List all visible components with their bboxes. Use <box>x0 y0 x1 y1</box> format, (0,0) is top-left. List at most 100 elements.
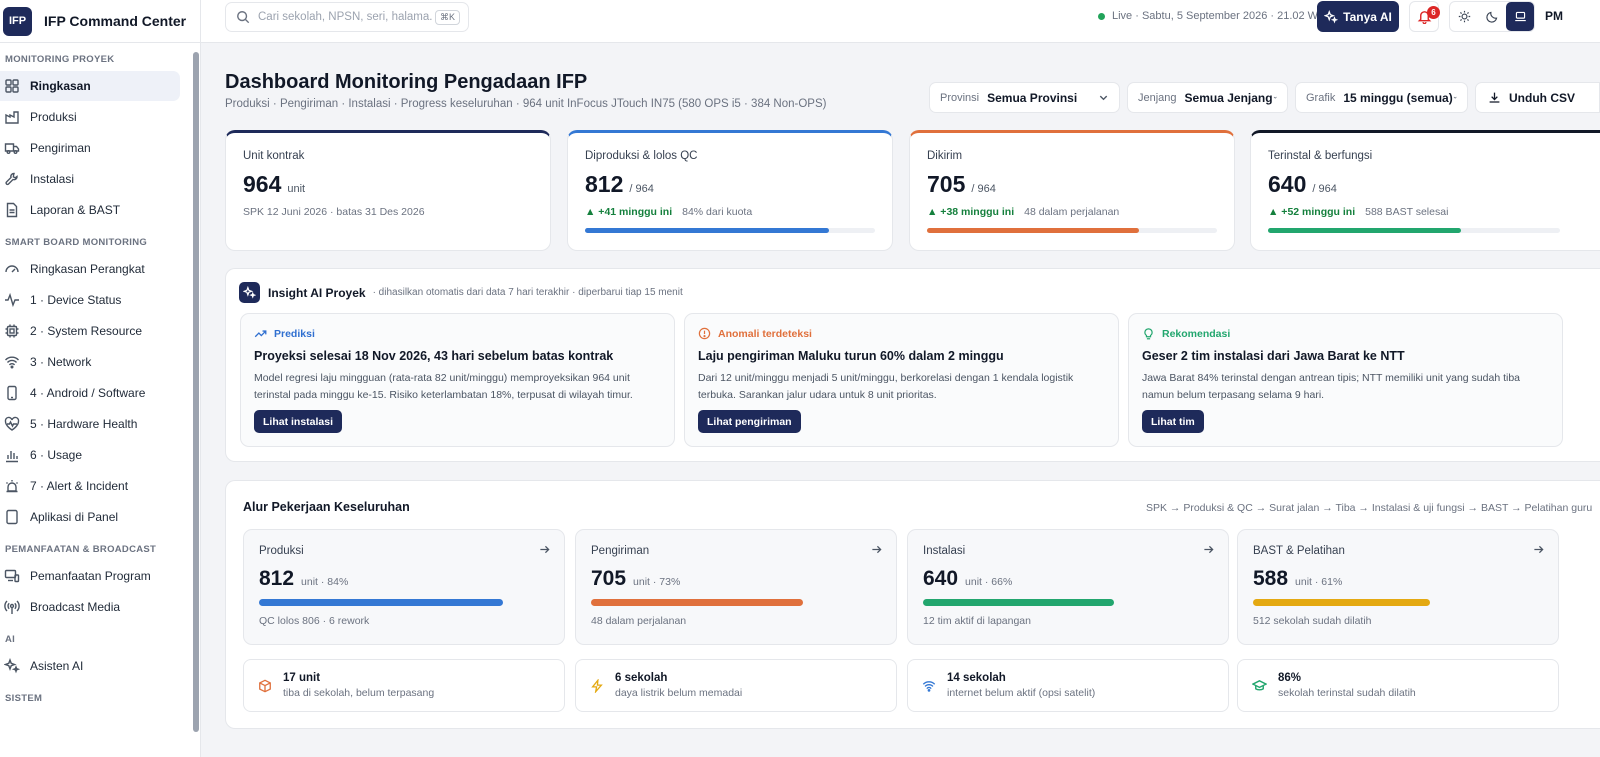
view-team-button[interactable]: Lihat tim <box>1142 410 1204 433</box>
truck-icon <box>4 143 20 154</box>
issue-card-pending-install[interactable]: 17 unit tiba di sekolah, belum terpasang <box>243 659 565 712</box>
sidebar-item-label: Instalasi <box>30 172 75 186</box>
download-csv-button[interactable]: Unduh CSV <box>1475 82 1600 113</box>
issue-title: 14 sekolah <box>947 672 1006 684</box>
sidebar-item-label: Asisten AI <box>30 659 84 673</box>
stage-note: QC lolos 806 · 6 rework <box>259 615 370 627</box>
search-input[interactable]: Cari sekolah, NPSN, seri, halama... ⌘K <box>225 2 469 32</box>
chart-range-label: Grafik <box>1306 91 1336 104</box>
kpi-unit: / 964 <box>629 183 654 195</box>
issue-card-power[interactable]: 6 sekolah daya listrik belum memadai <box>575 659 897 712</box>
live-status: Live · Sabtu, 5 September 2026 · 21.02 W… <box>1098 10 1328 22</box>
sparkles-icon <box>239 282 260 303</box>
avatar[interactable]: PM <box>1545 9 1563 23</box>
nav-section-ai: AI <box>5 633 16 645</box>
stage-card-installation[interactable]: Instalasi 640 unit · 66% 12 tim aktif di… <box>907 529 1229 645</box>
sidebar-item-label: 7 · Alert & Incident <box>30 479 129 493</box>
issue-subtitle: tiba di sekolah, belum terpasang <box>283 687 435 699</box>
insight-meta: · dihasilkan otomatis dari data 7 hari t… <box>372 287 683 298</box>
sidebar-item-android-software[interactable]: 4 · Android / Software <box>0 378 180 408</box>
ask-ai-button[interactable]: Tanya AI <box>1317 1 1399 32</box>
sidebar-item-asisten-ai[interactable]: Asisten AI <box>0 651 180 681</box>
sidebar-item-network[interactable]: 3 · Network <box>0 347 180 377</box>
issue-card-training[interactable]: 86% sekolah terinstal sudah dilatih <box>1237 659 1559 712</box>
workflow-flow: SPK → Produksi & QC → Surat jalan → Tiba… <box>1146 502 1593 514</box>
download-csv-label: Unduh CSV <box>1509 90 1575 105</box>
sidebar-item-ringkasan[interactable]: Ringkasan <box>0 71 180 101</box>
kpi-progress-bar <box>927 228 1139 233</box>
moon-icon <box>1485 11 1497 23</box>
insight-tag: Anomali terdeteksi <box>718 327 812 340</box>
arrow-right-icon <box>1534 545 1544 554</box>
sidebar-item-produksi[interactable]: Produksi <box>0 102 180 132</box>
kpi-note: 48 dalam perjalanan <box>1024 206 1120 218</box>
kpi-note: 588 BAST selesai <box>1365 206 1449 218</box>
sidebar-item-system-resource[interactable]: 2 · System Resource <box>0 316 180 346</box>
insight-card-anomaly: Anomali terdeteksi Laju pengiriman Maluk… <box>684 313 1119 447</box>
stage-card-bast[interactable]: BAST & Pelatihan 588 unit · 61% 512 seko… <box>1237 529 1559 645</box>
stage-label: Produksi <box>259 545 304 557</box>
sidebar-item-hardware-health[interactable]: 5 · Hardware Health <box>0 409 180 439</box>
arrow-right-icon <box>1204 545 1214 554</box>
sidebar-item-label: Broadcast Media <box>30 600 121 614</box>
kpi-note: SPK 12 Juni 2026 · batas 31 Des 2026 <box>243 206 425 218</box>
view-installation-button[interactable]: Lihat instalasi <box>254 410 343 433</box>
stage-note: 48 dalam perjalanan <box>591 615 687 627</box>
kpi-label: Diproduksi & lolos QC <box>585 150 698 162</box>
kpi-value: 640 <box>1268 171 1307 197</box>
insight-tag: Prediksi <box>274 327 315 340</box>
kpi-delta: ▲ +41 minggu ini <box>585 206 673 218</box>
nav-section-pemanfaatan: PEMANFAATAN & BROADCAST <box>5 543 157 555</box>
notifications-button[interactable]: 6 <box>1409 1 1440 32</box>
sidebar-item-usage[interactable]: 6 · Usage <box>0 440 180 470</box>
view-shipping-button[interactable]: Lihat pengiriman <box>698 410 801 433</box>
sidebar-scrollbar[interactable] <box>193 52 199 732</box>
sidebar-item-pengiriman[interactable]: Pengiriman <box>0 133 180 163</box>
kpi-progress-bar <box>1268 228 1461 233</box>
wrench-icon <box>5 172 18 186</box>
theme-switcher <box>1449 1 1535 32</box>
sidebar-item-alert-incident[interactable]: 7 · Alert & Incident <box>0 471 180 501</box>
sidebar-item-laporan[interactable]: Laporan & BAST <box>0 195 180 225</box>
search-icon <box>237 11 250 24</box>
province-filter[interactable]: Provinsi Semua Provinsi <box>929 82 1120 113</box>
kpi-label: Dikirim <box>927 150 963 162</box>
theme-light-button[interactable] <box>1450 2 1478 31</box>
province-filter-value: Semua Provinsi <box>987 90 1078 105</box>
stage-label: Pengiriman <box>591 545 650 557</box>
level-filter[interactable]: Jenjang Semua Jenjang <box>1127 82 1288 113</box>
sidebar-item-pemanfaatan-program[interactable]: Pemanfaatan Program <box>0 561 180 591</box>
theme-dark-button[interactable] <box>1478 2 1506 31</box>
stage-card-shipping[interactable]: Pengiriman 705 unit · 73% 48 dalam perja… <box>575 529 897 645</box>
sidebar-item-label: 3 · Network <box>30 355 92 369</box>
sidebar-item-device-status[interactable]: 1 · Device Status <box>0 285 180 315</box>
kpi-value: 964 <box>243 171 282 197</box>
sidebar-item-aplikasi-panel[interactable]: Aplikasi di Panel <box>0 502 180 532</box>
sidebar-item-instalasi[interactable]: Instalasi <box>0 164 180 194</box>
sidebar-item-label: Produksi <box>30 110 77 124</box>
stage-card-production[interactable]: Produksi 812 unit · 84% QC lolos 806 · 6… <box>243 529 565 645</box>
factory-icon <box>5 111 19 124</box>
level-filter-label: Jenjang <box>1138 91 1177 104</box>
brand-logo[interactable]: IFP <box>3 6 32 36</box>
brand: IFP IFP Command Center <box>0 0 200 43</box>
sidebar-item-broadcast-media[interactable]: Broadcast Media <box>0 592 180 622</box>
lightbulb-icon <box>1144 328 1153 340</box>
broadcast-icon <box>4 600 20 614</box>
stage-progress-bar <box>1253 599 1430 606</box>
brand-name[interactable]: IFP Command Center <box>44 13 187 29</box>
wifi-icon <box>922 680 936 692</box>
issue-title: 17 unit <box>283 672 321 684</box>
kpi-delta: ▲ +38 minggu ini <box>927 206 1015 218</box>
sidebar-item-ringkasan-perangkat[interactable]: Ringkasan Perangkat <box>0 254 180 284</box>
devices-icon <box>4 569 20 583</box>
issue-title: 6 sekolah <box>615 672 668 684</box>
sidebar: IFP IFP Command Center MONITORING PROYEK… <box>0 0 201 757</box>
kpi-unit: / 964 <box>971 183 996 195</box>
issue-card-internet[interactable]: 14 sekolah internet belum aktif (opsi sa… <box>907 659 1229 712</box>
theme-system-button[interactable] <box>1506 2 1534 31</box>
siren-icon <box>6 480 18 493</box>
nav-section-smartboard: SMART BOARD MONITORING <box>5 236 148 248</box>
ask-ai-label: Tanya AI <box>1343 9 1392 24</box>
chart-range-filter[interactable]: Grafik 15 minggu (semua) <box>1295 82 1468 113</box>
